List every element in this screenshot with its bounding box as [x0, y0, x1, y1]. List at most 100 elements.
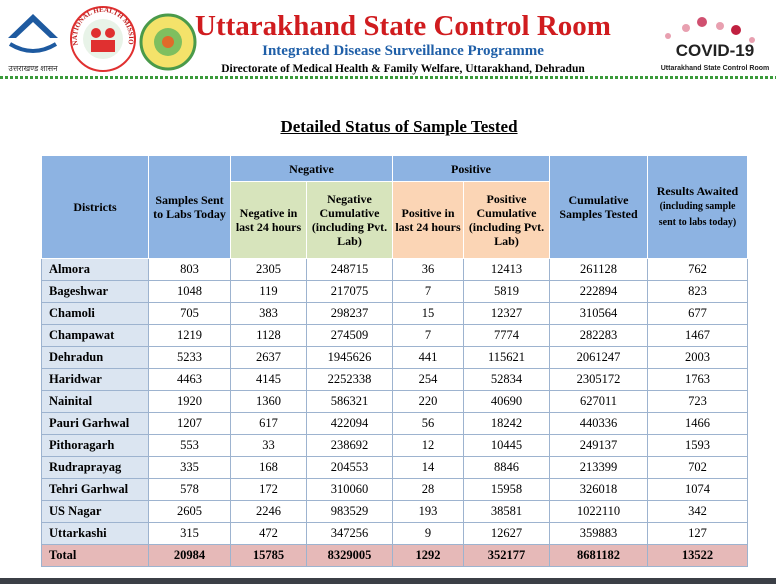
table-row: Rudraprayag 335 168 204553 14 8846 213399 702 [41, 456, 748, 479]
value-cell: 1360 [230, 390, 307, 413]
header-cell: Samples Sent to Labs Today [148, 155, 231, 259]
value-cell: 347256 [306, 522, 393, 545]
value-cell: 217075 [306, 280, 393, 303]
value-cell: 383 [230, 302, 307, 325]
value-cell: 2637 [230, 346, 307, 369]
value-cell: 440336 [549, 412, 648, 435]
table-row: Champawat 1219 1128 274509 7 7774 282283 1467 [41, 324, 748, 347]
value-cell: 1466 [647, 412, 748, 435]
table-row: Haridwar 4463 4145 2252338 254 52834 2305172 17… [41, 368, 748, 391]
table-row: Dehradun 5233 2637 1945626 441 115621 2061247 2… [41, 346, 748, 369]
emblem: उत्तराखण्ड शासन [8, 14, 58, 73]
header-cell: Districts [41, 155, 149, 259]
value-cell: 40690 [463, 390, 550, 413]
value-cell: 7 [392, 280, 464, 303]
value-cell: 15785 [230, 544, 307, 567]
value-cell: 261128 [549, 258, 648, 281]
value-cell: 617 [230, 412, 307, 435]
value-cell: 335 [148, 456, 231, 479]
header-title: Uttarakhand State Control Room [195, 10, 611, 42]
idsp-logo [139, 13, 197, 71]
value-cell: 282283 [549, 324, 648, 347]
value-cell: 298237 [306, 302, 393, 325]
district-cell: Champawat [41, 324, 149, 347]
table-row: Pithoragarh 553 33 238692 12 10445 249137 1593 [41, 434, 748, 457]
value-cell: 7 [392, 324, 464, 347]
header-cell: Negative [230, 155, 393, 182]
value-cell: 127 [647, 522, 748, 545]
covid-logo: COVID-19 Uttarakhand State Control Room [661, 17, 770, 72]
value-cell: 249137 [549, 434, 648, 457]
value-cell: 9 [392, 522, 464, 545]
covid-title: COVID-19 [676, 41, 754, 60]
value-cell: 627011 [549, 390, 648, 413]
value-cell: 220 [392, 390, 464, 413]
table-row: Bageshwar 1048 119 217075 7 5819 222894 823 [41, 280, 748, 303]
report-title: Detailed Status of Sample Tested [280, 117, 518, 136]
value-cell: 1763 [647, 368, 748, 391]
value-cell: 4145 [230, 368, 307, 391]
value-cell: 238692 [306, 434, 393, 457]
header-note: (including sample sent to labs today) [658, 201, 737, 228]
value-cell: 2061247 [549, 346, 648, 369]
value-cell: 12 [392, 434, 464, 457]
header-cell: Negative Cumulative (including Pvt. Lab) [306, 181, 393, 259]
value-cell: 5233 [148, 346, 231, 369]
district-cell: Tehri Garhwal [41, 478, 149, 501]
value-cell: 1207 [148, 412, 231, 435]
value-cell: 762 [647, 258, 748, 281]
value-cell: 2605 [148, 500, 231, 523]
table-row: Chamoli 705 383 298237 15 12327 310564 677 [41, 302, 748, 325]
value-cell: 2252338 [306, 368, 393, 391]
district-cell: Uttarkashi [41, 522, 149, 545]
value-cell: 553 [148, 434, 231, 457]
value-cell: 310060 [306, 478, 393, 501]
value-cell: 168 [230, 456, 307, 479]
value-cell: 352177 [463, 544, 550, 567]
value-cell: 38581 [463, 500, 550, 523]
value-cell: 677 [647, 302, 748, 325]
divider [0, 76, 776, 79]
header-cell: Positive Cumulative (including Pvt. Lab) [463, 181, 550, 259]
value-cell: 1467 [647, 324, 748, 347]
value-cell: 705 [148, 302, 231, 325]
value-cell: 213399 [549, 456, 648, 479]
district-cell: US Nagar [41, 500, 149, 523]
value-cell: 274509 [306, 324, 393, 347]
value-cell: 15 [392, 302, 464, 325]
table-row: Nainital 1920 1360 586321 220 40690 627011 723 [41, 390, 748, 413]
value-cell: 115621 [463, 346, 550, 369]
header-cell: Cumulative Samples Tested [549, 155, 648, 259]
value-cell: 4463 [148, 368, 231, 391]
value-cell: 422094 [306, 412, 393, 435]
value-cell: 15958 [463, 478, 550, 501]
value-cell: 7774 [463, 324, 550, 347]
covid-subtitle: Uttarakhand State Control Room [661, 65, 770, 72]
value-cell: 193 [392, 500, 464, 523]
value-cell: 222894 [549, 280, 648, 303]
table-row: Pauri Garhwal 1207 617 422094 56 18242 440336 1… [41, 412, 748, 435]
district-cell: Almora [41, 258, 149, 281]
value-cell: 204553 [306, 456, 393, 479]
value-cell: 172 [230, 478, 307, 501]
value-cell: 342 [647, 500, 748, 523]
emblem-text: उत्तराखण्ड शासन [8, 64, 58, 73]
value-cell: 1593 [647, 434, 748, 457]
taskbar [0, 578, 776, 584]
value-cell: 359883 [549, 522, 648, 545]
value-cell: 119 [230, 280, 307, 303]
value-cell: 1048 [148, 280, 231, 303]
value-cell: 18242 [463, 412, 550, 435]
value-cell: 823 [647, 280, 748, 303]
value-cell: 8329005 [306, 544, 393, 567]
header-cell: Results Awaited (including sample sent to… [647, 155, 748, 259]
value-cell: 983529 [306, 500, 393, 523]
value-cell: 56 [392, 412, 464, 435]
value-cell: 586321 [306, 390, 393, 413]
value-cell: 33 [230, 434, 307, 457]
value-cell: 1920 [148, 390, 231, 413]
value-cell: 13522 [647, 544, 748, 567]
value-cell: 1074 [647, 478, 748, 501]
table-row: Uttarkashi 315 472 347256 9 12627 359883 127 [41, 522, 748, 545]
value-cell: 1945626 [306, 346, 393, 369]
